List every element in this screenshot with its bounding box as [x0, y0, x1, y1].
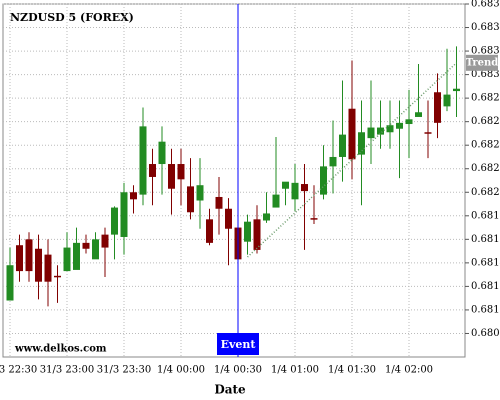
candle-body: [434, 92, 441, 123]
candle-body: [25, 239, 33, 272]
y-tick-label: 0.6836: [471, 0, 500, 10]
candle-body: [367, 127, 375, 139]
candle-body: [244, 221, 251, 242]
candle-body: [329, 156, 337, 167]
plot-frame: [2, 3, 466, 358]
y-tick-label: 0.6808: [471, 328, 500, 339]
event-box: [217, 333, 259, 355]
candle-body: [139, 126, 147, 195]
candle-body: [187, 186, 194, 213]
candle-body: [443, 94, 451, 107]
candle-body: [453, 88, 460, 92]
y-tick-label: 0.6828: [471, 93, 500, 104]
y-tick-label: 0.6824: [471, 140, 500, 151]
candle-body: [215, 196, 223, 209]
trend-line: [246, 62, 458, 258]
y-tick-label: 0.6826: [471, 116, 500, 127]
candle-body: [301, 184, 308, 192]
x-axis-label: Date: [214, 383, 246, 397]
candle-body: [54, 275, 61, 278]
x-tick-label: 31/3 23:00: [40, 365, 94, 376]
candle-body: [63, 247, 71, 272]
x-tick-label: 1/4 00:00: [157, 365, 205, 376]
candle-body: [339, 134, 346, 157]
candle-body: [415, 112, 422, 117]
chart-title: NZDUSD 5 (FOREX): [10, 11, 134, 24]
candle-body: [320, 166, 327, 195]
y-tick-label: 0.6814: [471, 257, 500, 268]
x-tick-label: 31/3 22:30: [0, 365, 37, 376]
candle-body: [130, 192, 137, 200]
candle-body: [196, 185, 204, 201]
x-tick-label: 1/4 01:00: [271, 365, 319, 376]
candle-body: [225, 208, 232, 229]
candle-body: [310, 218, 318, 220]
watermark: www.delkos.com: [14, 344, 107, 355]
event-label: Event: [221, 338, 257, 351]
x-tick-label: 1/4 01:30: [328, 365, 376, 376]
candle-body: [272, 194, 280, 208]
candle-body: [6, 265, 14, 301]
candle-body: [16, 245, 23, 272]
candle-body: [44, 254, 52, 282]
trend-tag: [466, 54, 498, 71]
candle-body: [282, 181, 289, 189]
candle-body: [101, 234, 109, 248]
y-tick-label: 0.6832: [471, 46, 500, 57]
y-tick-label: 0.6822: [471, 163, 500, 174]
candle-body: [377, 127, 384, 135]
y-tick-label: 0.6816: [471, 234, 500, 245]
candle-body: [35, 248, 42, 282]
candle-body: [73, 242, 80, 270]
x-tick-label: 1/4 00:30: [214, 365, 262, 376]
x-tick-label: 1/4 02:00: [385, 365, 433, 376]
candle-body: [348, 108, 356, 160]
candle-body: [206, 219, 213, 243]
candle-body: [111, 207, 118, 235]
candle-body: [405, 119, 413, 125]
candle-body: [263, 213, 270, 221]
candle-body: [149, 164, 156, 177]
y-tick-label: 0.6818: [471, 210, 500, 221]
y-tick-label: 0.6834: [471, 22, 500, 33]
candle-body: [92, 239, 99, 260]
y-tick-label: 0.6812: [471, 281, 500, 292]
x-tick-label: 31/3 23:30: [97, 365, 151, 376]
candle-body: [158, 141, 166, 165]
candle-body: [291, 182, 299, 200]
candle-body: [177, 164, 185, 180]
candle-body: [168, 164, 175, 189]
candle-body: [386, 125, 394, 133]
candle-body: [82, 242, 90, 249]
candle-body: [358, 132, 365, 155]
candle-body: [253, 219, 261, 250]
candle-body: [120, 192, 128, 237]
candle-body: [424, 132, 432, 134]
trend-label: Trend: [466, 57, 499, 68]
candle-body: [396, 122, 403, 129]
